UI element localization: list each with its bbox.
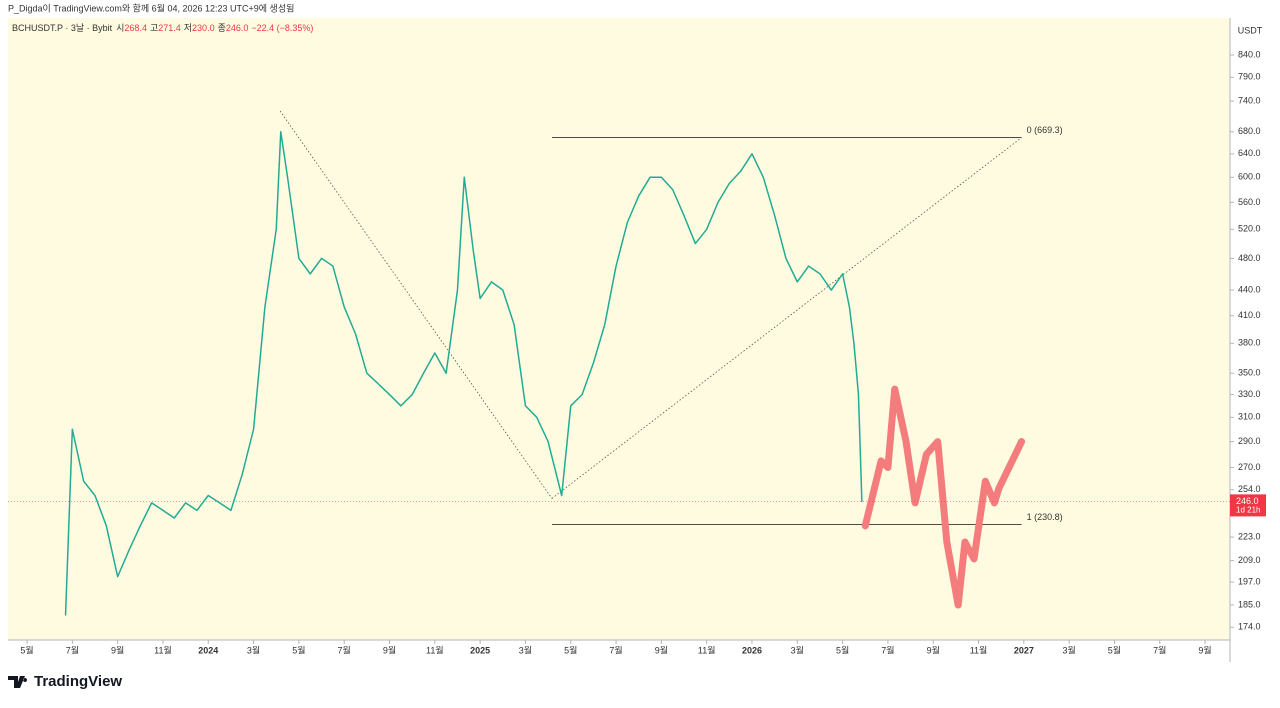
y-tick-label: 254.0	[1238, 484, 1261, 494]
label: 고	[150, 23, 158, 33]
x-tick-label: 7월	[1153, 644, 1166, 655]
countdown: 1d 21h	[1236, 505, 1260, 514]
y-tick-label: 600.0	[1238, 172, 1261, 182]
value: 271.4	[158, 23, 181, 33]
plot-background	[8, 18, 1230, 640]
y-tick-label: 185.0	[1238, 599, 1261, 609]
x-tick-label: 9월	[655, 644, 668, 655]
x-tick-label: 9월	[927, 644, 940, 655]
last-price-box	[1230, 494, 1266, 517]
x-tick-label: 3월	[791, 644, 804, 655]
y-tick-label: 310.0	[1238, 412, 1261, 422]
currency: USDT	[1238, 25, 1263, 35]
y-tick-label: 209.0	[1238, 555, 1261, 565]
y-tick-label: 560.0	[1238, 197, 1261, 207]
legend-text: BCHUSDT.P · 3날 · Bybit 시268.4 고271.4 저230.0…	[12, 23, 313, 33]
y-tick-label: 440.0	[1238, 284, 1261, 294]
x-tick-label: 5월	[1108, 644, 1121, 655]
symbol: BCHUSDT.P · 3날 · Bybit	[12, 23, 113, 33]
price-line	[861, 385, 1026, 609]
last-price-label: 246.0	[1236, 496, 1259, 506]
x-tick-label: 11월	[426, 644, 444, 655]
label: 저	[184, 23, 192, 33]
y-tick-label: 410.0	[1238, 310, 1261, 320]
y-tick-label: 197.0	[1238, 576, 1261, 586]
y-tick-label: 223.0	[1238, 531, 1261, 541]
x-tick-label: 9월	[383, 644, 396, 655]
fib-label: 0 (669.3)	[1027, 125, 1063, 135]
x-tick-label: 5월	[20, 644, 33, 655]
x-tick-label: 5월	[836, 644, 849, 655]
y-tick-label: 840.0	[1238, 49, 1261, 59]
value: 230.0	[192, 23, 215, 33]
value: 268.4	[124, 23, 147, 33]
x-tick-label: 2027	[1014, 645, 1034, 655]
legend: BCHUSDT.P · 3날 · Bybit 시268.4 고271.4 저230.0…	[12, 23, 313, 33]
y-tick-label: 740.0	[1238, 95, 1261, 105]
x-tick-label: 7월	[881, 644, 894, 655]
x-tick-label: 2024	[198, 645, 218, 655]
y-tick-label: 270.0	[1238, 462, 1261, 472]
y-tick-label: 330.0	[1238, 389, 1261, 399]
logo	[8, 676, 28, 688]
y-tick-label: 520.0	[1238, 224, 1261, 234]
value: 246.0	[226, 23, 249, 33]
x-tick-label: 2026	[742, 645, 762, 655]
label: 시	[116, 23, 124, 33]
x-tick-label: 2025	[470, 645, 490, 655]
x-tick-label: 11월	[698, 644, 716, 655]
x-tick-label: 3월	[1063, 644, 1076, 655]
x-tick-label: 7월	[66, 644, 79, 655]
y-tick-label: 790.0	[1238, 72, 1261, 82]
brand: TradingView	[8, 673, 122, 690]
y-tick-label: 480.0	[1238, 253, 1261, 263]
x-tick-label: 9월	[111, 644, 124, 655]
x-tick-label: 5월	[564, 644, 577, 655]
x-tick-label: 5월	[292, 644, 305, 655]
brand-name: TradingView	[34, 673, 122, 690]
fib-label: 1 (230.8)	[1027, 512, 1063, 522]
y-tick-label: 640.0	[1238, 148, 1261, 158]
x-tick-label: 3월	[519, 644, 532, 655]
x-tick-label: 9월	[1198, 644, 1211, 655]
trendline	[551, 137, 1022, 499]
change: −22.4 (−8.35%)	[251, 23, 313, 33]
price-line	[64, 131, 863, 616]
x-tick-label: 3월	[247, 644, 260, 655]
y-tick-label: 174.0	[1238, 622, 1261, 632]
y-tick-label: 380.0	[1238, 338, 1261, 348]
y-tick-label: 680.0	[1238, 126, 1261, 136]
y-tick-label: 290.0	[1238, 436, 1261, 446]
x-tick-label: 7월	[338, 644, 351, 655]
x-tick-label: 7월	[609, 644, 622, 655]
y-tick-label: 350.0	[1238, 368, 1261, 378]
label: 종	[218, 23, 226, 33]
x-tick-label: 11월	[970, 644, 988, 655]
header: P_Digda이 TradingView.com와 함께 6월 04, 2026…	[8, 2, 294, 13]
x-tick-label: 11월	[154, 644, 172, 655]
